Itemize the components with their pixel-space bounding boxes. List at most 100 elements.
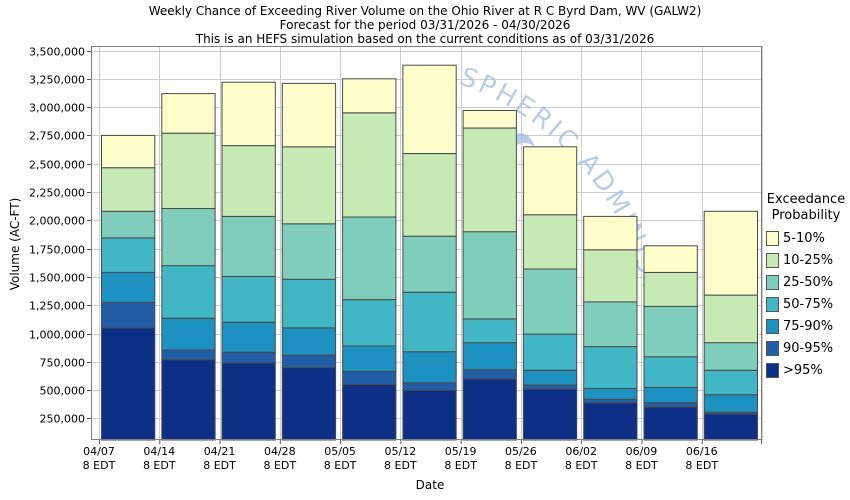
x-tick-label-date: 05/05 <box>324 445 356 458</box>
legend-swatch-icon <box>766 341 779 356</box>
chart-title: Weekly Chance of Exceeding River Volume … <box>148 4 702 18</box>
bar-segment <box>402 64 457 154</box>
x-tick-label-time: 8 EDT <box>384 459 417 472</box>
legend-swatch-icon <box>766 319 779 334</box>
x-tick-label-date: 04/21 <box>204 445 236 458</box>
legend-label: 50-75% <box>783 297 834 312</box>
bar-segment <box>221 351 276 364</box>
legend-swatch-icon <box>766 275 779 290</box>
bar-segment <box>462 378 517 441</box>
bar-05/12 <box>402 64 457 441</box>
y-tick-label: 1,500,000 <box>29 272 85 285</box>
bar-segment <box>281 146 337 225</box>
bar-04/21 <box>221 81 276 441</box>
legend-label: >95% <box>783 363 823 378</box>
bar-segment <box>161 208 216 267</box>
bar-segment <box>101 134 156 169</box>
y-axis-title: Volume (AC-FT) <box>8 197 22 291</box>
bar-segment <box>161 317 216 351</box>
x-tick-label-time: 8 EDT <box>203 459 236 472</box>
y-tick-label: 2,000,000 <box>29 215 85 228</box>
bars <box>101 64 759 441</box>
y-tick-label: 250,000 <box>40 413 86 426</box>
bar-segment <box>583 402 638 441</box>
legend: Exceedance Probability 5-10% 10-25% 25-50%… <box>763 192 849 378</box>
bar-segment <box>703 294 759 344</box>
bar-segment <box>221 362 276 441</box>
legend-item: 5-10% <box>766 231 849 246</box>
legend-swatch-icon <box>766 253 779 268</box>
y-tick-labels: 250,000 500,000 750,000 1,000,000 1,250,000 1… <box>29 46 85 426</box>
y-tick-label: 3,250,000 <box>29 74 85 87</box>
bar-segment <box>101 271 156 303</box>
x-tick-label-time: 8 EDT <box>83 459 116 472</box>
watermark-bird-icon <box>511 133 535 150</box>
bar-segment <box>101 237 156 273</box>
x-tick-label-time: 8 EDT <box>625 459 658 472</box>
bar-segment <box>402 351 457 384</box>
bar-segment <box>703 210 759 296</box>
y-tick-label: 1,750,000 <box>29 244 85 257</box>
y-tick-label: 500,000 <box>40 385 86 398</box>
y-tick-label: 750,000 <box>40 357 86 370</box>
bar-05/26 <box>522 146 578 441</box>
x-tick-label-date: 04/07 <box>83 445 115 458</box>
bar-segment <box>342 299 397 347</box>
bar-segment <box>522 214 578 270</box>
bar-segment <box>643 402 698 408</box>
bar-segment <box>161 93 216 134</box>
x-tick-label-date: 04/28 <box>264 445 296 458</box>
bar-segment <box>402 382 457 391</box>
legend-label: 75-90% <box>783 319 834 334</box>
bar-segment <box>161 349 216 361</box>
legend-item: 75-90% <box>766 319 849 334</box>
bar-segment <box>643 305 698 358</box>
y-tick-label: 1,000,000 <box>29 329 85 342</box>
x-tick-label-time: 8 EDT <box>505 459 538 472</box>
bar-segment <box>522 268 578 335</box>
x-tick-label-date: 06/02 <box>565 445 597 458</box>
bar-segment <box>161 359 216 441</box>
bar-segment <box>101 167 156 212</box>
bar-segment <box>281 354 337 369</box>
bar-segment <box>583 301 638 348</box>
chart-subtitle: Forecast for the period 03/31/2026 - 04/… <box>279 18 571 32</box>
chart-note: This is an HEFS simulation based on the … <box>195 32 655 46</box>
legend-label: 10-25% <box>783 253 834 268</box>
x-tick-label-date: 05/19 <box>445 445 477 458</box>
legend-title-line1: Exceedance <box>766 192 846 207</box>
x-tick-label-time: 8 EDT <box>685 459 718 472</box>
legend-item: 90-95% <box>766 341 849 356</box>
x-tick-label-time: 8 EDT <box>565 459 598 472</box>
x-tick-label-time: 8 EDT <box>143 459 176 472</box>
bar-segment <box>342 384 397 441</box>
bar-segment <box>462 110 517 129</box>
plot-border <box>91 46 762 440</box>
bar-segment <box>342 371 397 385</box>
bar-04/28 <box>281 82 337 441</box>
y-tick-label: 2,500,000 <box>29 159 85 172</box>
bar-segment <box>522 333 578 371</box>
bar-segment <box>342 216 397 301</box>
bar-segment <box>462 369 517 380</box>
x-tick-label-date: 05/26 <box>505 445 537 458</box>
legend-swatch-icon <box>766 231 779 246</box>
y-tick-label: 2,750,000 <box>29 130 85 143</box>
bar-segment <box>281 278 337 329</box>
legend-title-line2: Probability <box>771 208 841 223</box>
bar-segment <box>342 78 397 114</box>
bar-segment <box>161 265 216 319</box>
bar-segment <box>583 388 638 400</box>
y-tick-label: 3,500,000 <box>29 46 85 59</box>
bar-segment <box>643 406 698 441</box>
bar-segment <box>281 82 337 148</box>
bar-segment <box>462 342 517 371</box>
x-tick-label-date: 06/16 <box>686 445 718 458</box>
y-tick-label: 3,000,000 <box>29 102 85 115</box>
x-tick-label-time: 8 EDT <box>324 459 357 472</box>
legend-items: 5-10% 10-25% 25-50% 50-75% 75-90% 90-95% >95% <box>763 231 849 378</box>
x-tick-label-time: 8 EDT <box>263 459 296 472</box>
